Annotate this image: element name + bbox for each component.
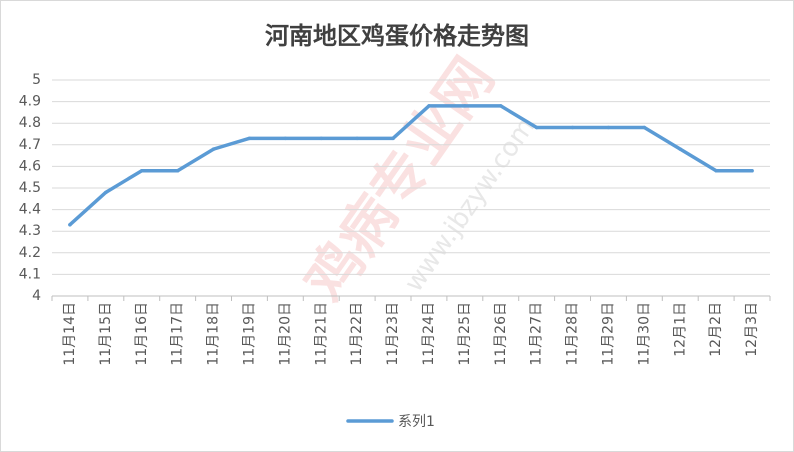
x-tick-label: 11月17日 [170, 302, 186, 366]
y-tick-label: 4.4 [19, 202, 41, 218]
data-point [642, 125, 647, 130]
x-tick-label: 11月20日 [277, 302, 293, 366]
y-tick-label: 4.2 [19, 245, 41, 261]
series-line-1 [68, 104, 754, 227]
data-point [427, 104, 431, 108]
data-point [499, 104, 503, 108]
data-point [750, 168, 754, 173]
x-axis: 11月14日 11月15日 11月16日 11月17日 11月18日 11月19日 11月2… [51, 295, 771, 366]
data-point [714, 168, 718, 173]
x-tick-label: 11月26日 [493, 302, 509, 366]
data-point [534, 125, 539, 130]
chart-title: 河南地区鸡蛋价格走势图 [265, 21, 529, 50]
gridlines [52, 79, 770, 275]
x-tick-label: 11月25日 [457, 302, 473, 366]
x-tick-label: 11月18日 [206, 302, 222, 366]
x-tick-label: 11月28日 [565, 302, 581, 366]
y-tick-label: 4.9 [19, 94, 41, 110]
x-tick-label: 11月30日 [636, 302, 652, 366]
y-tick-label: 4 [32, 288, 41, 304]
x-tick-label: 11月19日 [241, 302, 257, 366]
y-tick-label: 4.8 [19, 115, 41, 131]
data-point [283, 136, 288, 141]
data-point [319, 136, 323, 141]
data-point [104, 190, 108, 195]
y-tick-label: 4.1 [19, 266, 41, 282]
y-tick-label: 4.3 [19, 223, 41, 239]
data-point [68, 222, 72, 227]
y-axis: 4 4.1 4.2 4.3 4.4 4.5 4.6 4.7 4.8 4.9 5 [19, 72, 41, 304]
data-point [606, 125, 611, 130]
x-tick-label: 11月14日 [62, 302, 78, 366]
data-point [175, 168, 180, 173]
data-point [140, 168, 144, 173]
y-tick-label: 4.7 [19, 137, 41, 153]
data-point [355, 136, 359, 141]
data-point [570, 125, 575, 130]
x-tick-label: 11月29日 [600, 302, 616, 366]
legend-label-series-1: 系列1 [398, 414, 435, 430]
data-point [391, 136, 395, 141]
x-tick-label: 11月21日 [313, 302, 329, 366]
x-tick-label: 12月1日 [672, 302, 688, 357]
x-tick-label: 12月2日 [708, 302, 724, 357]
data-point [211, 147, 216, 151]
x-tick-label: 11月22日 [349, 302, 365, 366]
series-layer [68, 104, 754, 227]
y-tick-label: 4.5 [19, 180, 41, 196]
x-tick-label: 11月23日 [385, 302, 401, 366]
y-tick-label: 5 [32, 72, 41, 88]
y-tick-label: 4.6 [19, 158, 41, 174]
x-tick-label: 11月24日 [421, 302, 437, 366]
data-point [247, 136, 252, 141]
x-tick-label: 11月27日 [529, 302, 545, 366]
x-tick-label: 12月3日 [744, 302, 760, 357]
x-tick-label: 11月16日 [134, 302, 150, 366]
legend: 系列1 [346, 414, 435, 430]
data-point [463, 104, 467, 108]
x-tick-label: 11月15日 [98, 302, 114, 366]
data-point [678, 147, 682, 151]
